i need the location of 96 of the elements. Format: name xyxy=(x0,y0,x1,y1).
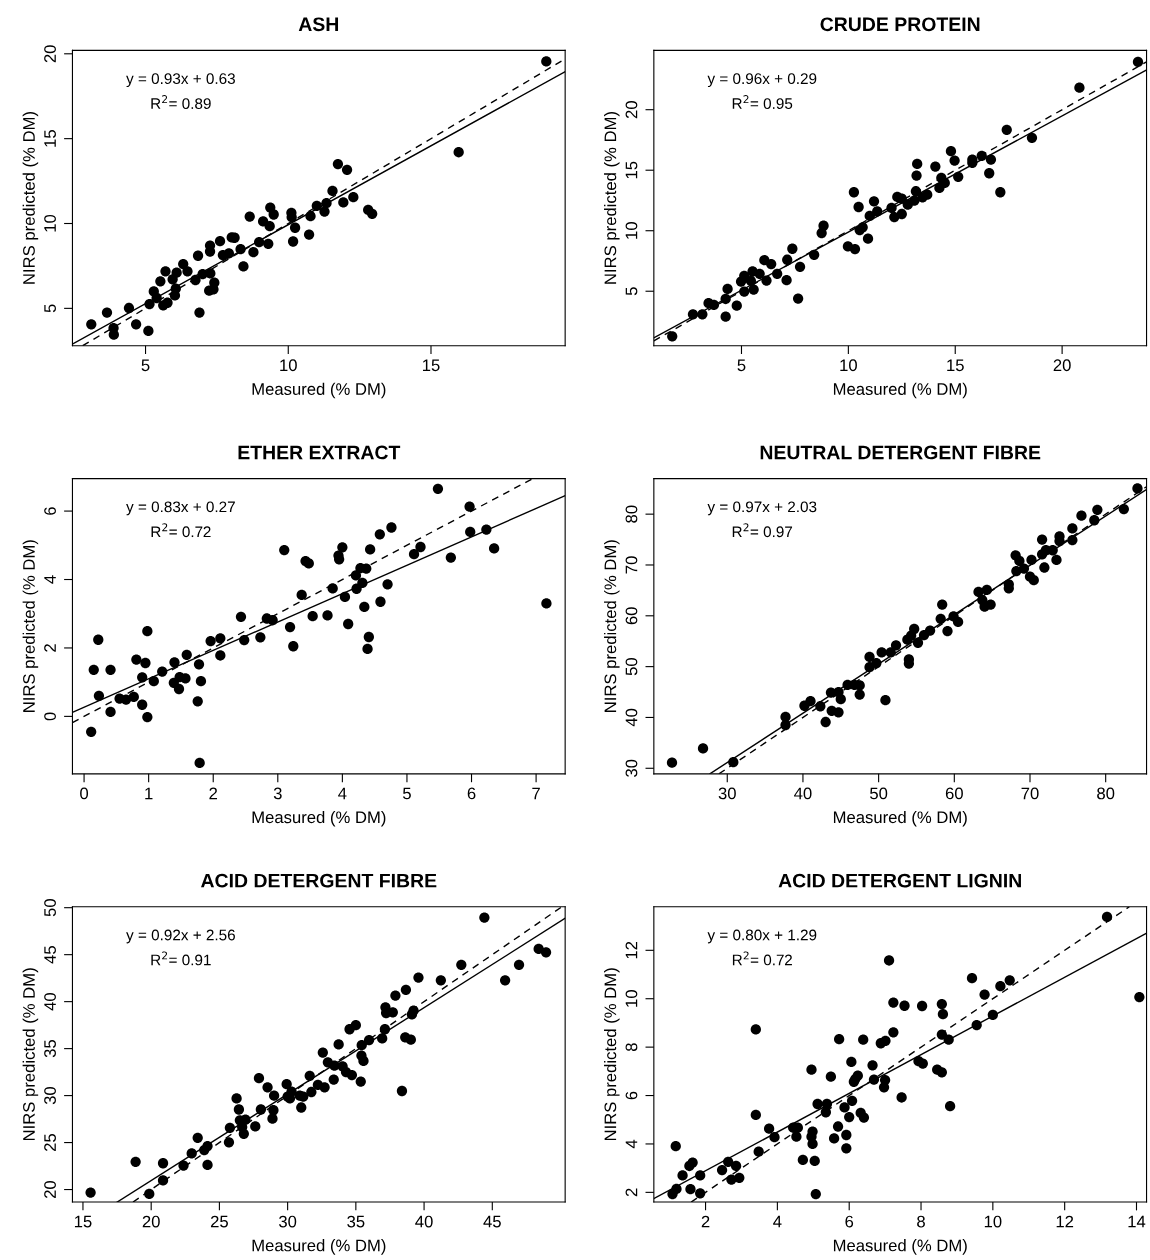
x-axis-title: Measured (% DM) xyxy=(252,382,386,399)
x-tick-label: 60 xyxy=(945,787,963,800)
y-tick-label: 20 xyxy=(44,1180,56,1198)
y-tick-label: 4 xyxy=(625,1139,638,1149)
y-tick-label: 50 xyxy=(44,899,56,917)
x-tick-label: 4 xyxy=(773,1215,782,1228)
annotation: y = 0.80x + 1.29 xyxy=(707,929,817,944)
x-tick-label: 12 xyxy=(1056,1215,1074,1228)
y-tick-label: 20 xyxy=(625,101,638,119)
annotation: y = 0.92x + 2.56 xyxy=(126,929,235,944)
y-axis-title: NIRS predicted (% DM) xyxy=(22,540,39,712)
x-tick-label: 20 xyxy=(1053,359,1071,372)
x-axis-title: Measured (% DM) xyxy=(833,382,967,399)
x-tick-label: 0 xyxy=(80,787,89,800)
y-tick-label: 25 xyxy=(44,1134,56,1151)
annotation: R$^{2}$= 0.72 xyxy=(151,523,211,538)
chart-title: NEUTRAL DETERGENT FIBRE xyxy=(760,445,1041,460)
y-tick-label: 35 xyxy=(44,1040,56,1058)
y-tick-label: 50 xyxy=(625,658,638,676)
chart-title: ACID DETERGENT LIGNIN xyxy=(778,873,1021,888)
y-tick-label: 70 xyxy=(625,556,638,574)
x-tick-label: 10 xyxy=(984,1215,1002,1228)
annotation: y = 0.93x + 0.63 xyxy=(126,73,235,88)
chart-title: ACID DETERGENT FIBRE xyxy=(201,873,437,888)
x-tick-label: 8 xyxy=(917,1215,925,1228)
x-axis-title: Measured (% DM) xyxy=(252,810,386,827)
x-tick-label: 2 xyxy=(209,787,218,800)
x-tick-label: 20 xyxy=(142,1215,160,1228)
y-tick-label: 30 xyxy=(625,759,638,777)
x-tick-label: 2 xyxy=(701,1215,710,1228)
x-tick-label: 30 xyxy=(278,1215,297,1228)
y-tick-label: 5 xyxy=(625,287,638,296)
x-tick-label: 10 xyxy=(840,359,857,372)
x-axis-title: Measured (% DM) xyxy=(833,1239,967,1255)
annotation: y = 0.97x + 2.03 xyxy=(707,501,817,516)
x-tick-label: 15 xyxy=(422,359,440,372)
y-tick-label: 6 xyxy=(625,1091,638,1100)
annotation: R$^{2}$= 0.72 xyxy=(732,951,792,966)
y-tick-label: 10 xyxy=(625,990,638,1007)
x-tick-label: 30 xyxy=(718,787,736,800)
annotation: R$^{2}$= 0.91 xyxy=(151,951,211,966)
y-tick-label: 15 xyxy=(625,161,638,179)
y-tick-label: 45 xyxy=(44,946,56,964)
y-tick-label: 10 xyxy=(44,214,56,232)
y-tick-label: 2 xyxy=(625,1188,638,1197)
y-tick-label: 8 xyxy=(625,1043,638,1052)
x-tick-label: 6 xyxy=(467,787,476,800)
x-tick-label: 7 xyxy=(532,787,540,800)
y-axis-title: NIRS predicted (% DM) xyxy=(22,112,39,284)
x-tick-label: 5 xyxy=(141,359,150,372)
chart-title: ASH xyxy=(298,17,339,32)
y-axis-title: NIRS predicted (% DM) xyxy=(604,968,620,1141)
x-tick-label: 6 xyxy=(845,1215,854,1228)
x-tick-label: 50 xyxy=(870,787,888,800)
y-tick-label: 40 xyxy=(44,993,56,1011)
x-tick-label: 3 xyxy=(273,787,282,800)
x-axis-title: Measured (% DM) xyxy=(252,1239,386,1255)
x-tick-label: 70 xyxy=(1021,787,1039,800)
y-tick-label: 6 xyxy=(44,507,56,515)
y-axis-title: NIRS predicted (% DM) xyxy=(22,968,39,1141)
y-tick-label: 12 xyxy=(625,941,638,959)
y-axis-title: NIRS predicted (% DM) xyxy=(604,540,620,712)
x-tick-label: 80 xyxy=(1097,787,1115,800)
x-tick-label: 45 xyxy=(483,1215,501,1228)
y-tick-label: 80 xyxy=(625,505,638,523)
chart-title: CRUDE PROTEIN xyxy=(820,17,980,32)
x-tick-label: 14 xyxy=(1128,1215,1146,1228)
x-tick-label: 10 xyxy=(280,359,297,372)
y-tick-label: 5 xyxy=(44,304,56,313)
y-tick-label: 30 xyxy=(44,1086,56,1105)
y-tick-label: 2 xyxy=(44,644,56,652)
y-tick-label: 40 xyxy=(625,708,638,727)
x-tick-label: 5 xyxy=(737,359,746,372)
y-tick-label: 0 xyxy=(44,712,56,721)
annotation: R$^{2}$= 0.95 xyxy=(732,95,793,110)
x-tick-label: 35 xyxy=(347,1215,365,1228)
y-tick-label: 20 xyxy=(44,45,56,63)
annotation: R$^{2}$= 0.89 xyxy=(151,95,211,110)
x-tick-label: 5 xyxy=(402,787,411,800)
y-tick-label: 15 xyxy=(44,130,56,147)
x-tick-label: 1 xyxy=(145,787,153,800)
x-tick-label: 25 xyxy=(210,1215,228,1228)
x-axis-title: Measured (% DM) xyxy=(833,810,967,827)
y-axis-title: NIRS predicted (% DM) xyxy=(604,112,620,284)
x-tick-label: 4 xyxy=(338,787,347,800)
x-tick-label: 40 xyxy=(794,787,812,800)
chart-title: ETHER EXTRACT xyxy=(238,445,401,460)
x-tick-label: 15 xyxy=(74,1215,92,1228)
x-tick-label: 15 xyxy=(947,359,964,372)
y-tick-label: 10 xyxy=(625,222,638,239)
y-tick-label: 60 xyxy=(625,607,638,625)
annotation: R$^{2}$= 0.97 xyxy=(732,523,793,538)
y-tick-label: 4 xyxy=(44,575,56,584)
annotation: y = 0.96x + 0.29 xyxy=(707,73,817,88)
x-tick-label: 40 xyxy=(415,1215,433,1228)
annotation: y = 0.83x + 0.27 xyxy=(126,501,235,516)
